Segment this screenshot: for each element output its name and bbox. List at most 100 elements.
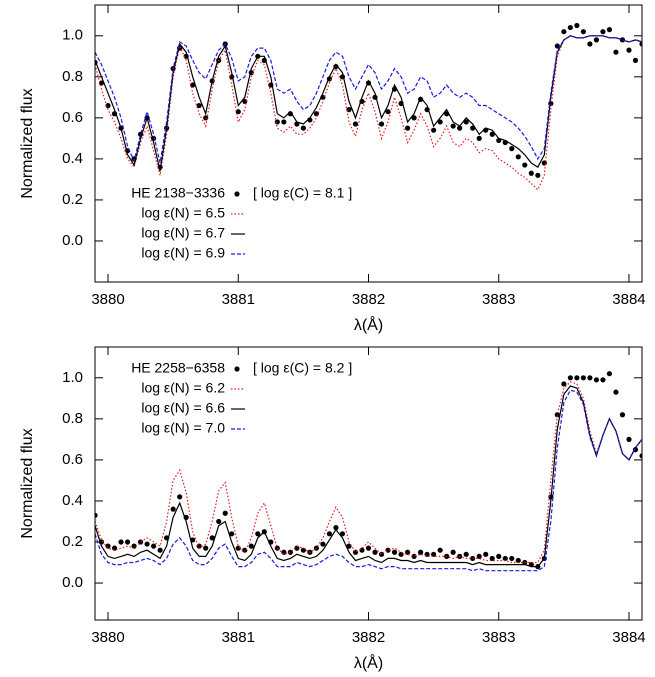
data-point — [515, 557, 521, 564]
x-tick-label: 3882 — [352, 291, 385, 308]
data-point — [274, 545, 280, 551]
data-point — [144, 541, 150, 547]
x-axis-label: λ(Å) — [354, 653, 383, 672]
x-axis-label: λ(Å) — [354, 315, 383, 334]
data-point — [235, 109, 241, 115]
data-point — [365, 545, 372, 551]
data-point — [235, 545, 241, 551]
data-point — [580, 29, 586, 35]
annotation: [ log ε(C) = 8.1 ] — [253, 185, 352, 201]
data-point — [476, 135, 482, 141]
data-point — [626, 436, 632, 442]
data-point — [352, 121, 359, 127]
x-tick-label: 3884 — [612, 629, 645, 646]
y-tick-label: 0.4 — [62, 492, 83, 509]
data-point — [606, 27, 613, 33]
legend-symbol — [234, 366, 240, 372]
legend-label: log ε(N) = 6.6 — [141, 400, 225, 416]
data-point — [567, 375, 573, 381]
data-point — [437, 119, 443, 125]
data-point — [593, 37, 600, 43]
data-point — [593, 377, 600, 383]
legend-label: HE 2138−3336 — [131, 185, 225, 201]
data-point — [216, 518, 222, 525]
data-point — [222, 510, 228, 516]
data-point — [463, 119, 469, 125]
data-point — [639, 41, 642, 47]
data-point — [574, 22, 580, 29]
data-point — [606, 371, 613, 377]
data-point — [320, 541, 326, 547]
data-point — [157, 547, 163, 553]
plot-frame — [94, 4, 643, 283]
y-tick-label: 0.2 — [62, 191, 83, 208]
data-point — [626, 47, 632, 53]
y-tick-label: 1.0 — [62, 27, 83, 44]
data-point — [502, 555, 508, 562]
legend-label: HE 2258−6358 — [131, 360, 225, 376]
data-point — [372, 549, 378, 555]
y-tick-label: 0.2 — [62, 533, 83, 550]
legend-label: log ε(N) = 6.9 — [141, 245, 225, 261]
x-tick-label: 3880 — [91, 629, 124, 646]
data-point — [411, 115, 417, 121]
data-point — [431, 127, 437, 133]
y-tick-label: 0.0 — [62, 574, 83, 591]
legend-label: log ε(N) = 6.7 — [141, 225, 225, 241]
data-point — [450, 549, 456, 555]
model-line — [95, 385, 642, 568]
data-point — [561, 381, 567, 387]
x-tick-label: 3883 — [482, 629, 515, 646]
data-point — [561, 29, 567, 35]
data-point — [378, 121, 385, 127]
data-point — [450, 123, 456, 129]
data-point — [203, 115, 209, 121]
data-point — [470, 555, 476, 562]
y-tick-label: 0.4 — [62, 150, 83, 167]
x-tick-label: 3881 — [222, 291, 255, 308]
legend-label: log ε(N) = 6.5 — [141, 205, 225, 221]
data-point — [385, 109, 391, 115]
data-point — [632, 57, 639, 64]
data-point — [639, 453, 642, 459]
data-point — [118, 539, 124, 545]
model-line — [95, 35, 642, 164]
data-point — [476, 553, 482, 559]
data-point — [613, 49, 619, 55]
data-point — [177, 494, 183, 500]
data-point — [417, 549, 424, 555]
data-point — [255, 531, 261, 537]
y-tick-label: 0.6 — [62, 451, 83, 468]
data-point — [587, 41, 593, 47]
y-tick-label: 1.0 — [62, 369, 83, 386]
data-point — [489, 555, 495, 562]
data-point — [580, 375, 586, 381]
model-line — [95, 35, 642, 172]
data-point — [359, 547, 365, 553]
data-point — [483, 551, 489, 557]
data-point — [131, 543, 137, 549]
data-point — [554, 412, 560, 418]
y-tick-label: 0.8 — [62, 68, 83, 85]
data-point — [105, 543, 111, 549]
x-tick-label: 3884 — [612, 291, 645, 308]
y-tick-label: 0.8 — [62, 410, 83, 427]
data-point — [352, 549, 359, 555]
data-point — [619, 412, 626, 418]
data-point — [229, 531, 235, 537]
data-point — [600, 29, 606, 35]
data-point — [574, 375, 580, 381]
data-point — [294, 545, 300, 551]
x-tick-label: 3882 — [352, 629, 385, 646]
data-point — [587, 375, 593, 381]
data-point — [333, 525, 339, 531]
legend-symbol — [234, 191, 240, 197]
data-point — [248, 543, 254, 549]
data-point — [137, 539, 144, 545]
y-tick-label: 0.6 — [62, 109, 83, 126]
y-axis-label: Normalized flux — [19, 88, 36, 198]
data-point — [339, 531, 346, 537]
model-line — [95, 389, 642, 572]
